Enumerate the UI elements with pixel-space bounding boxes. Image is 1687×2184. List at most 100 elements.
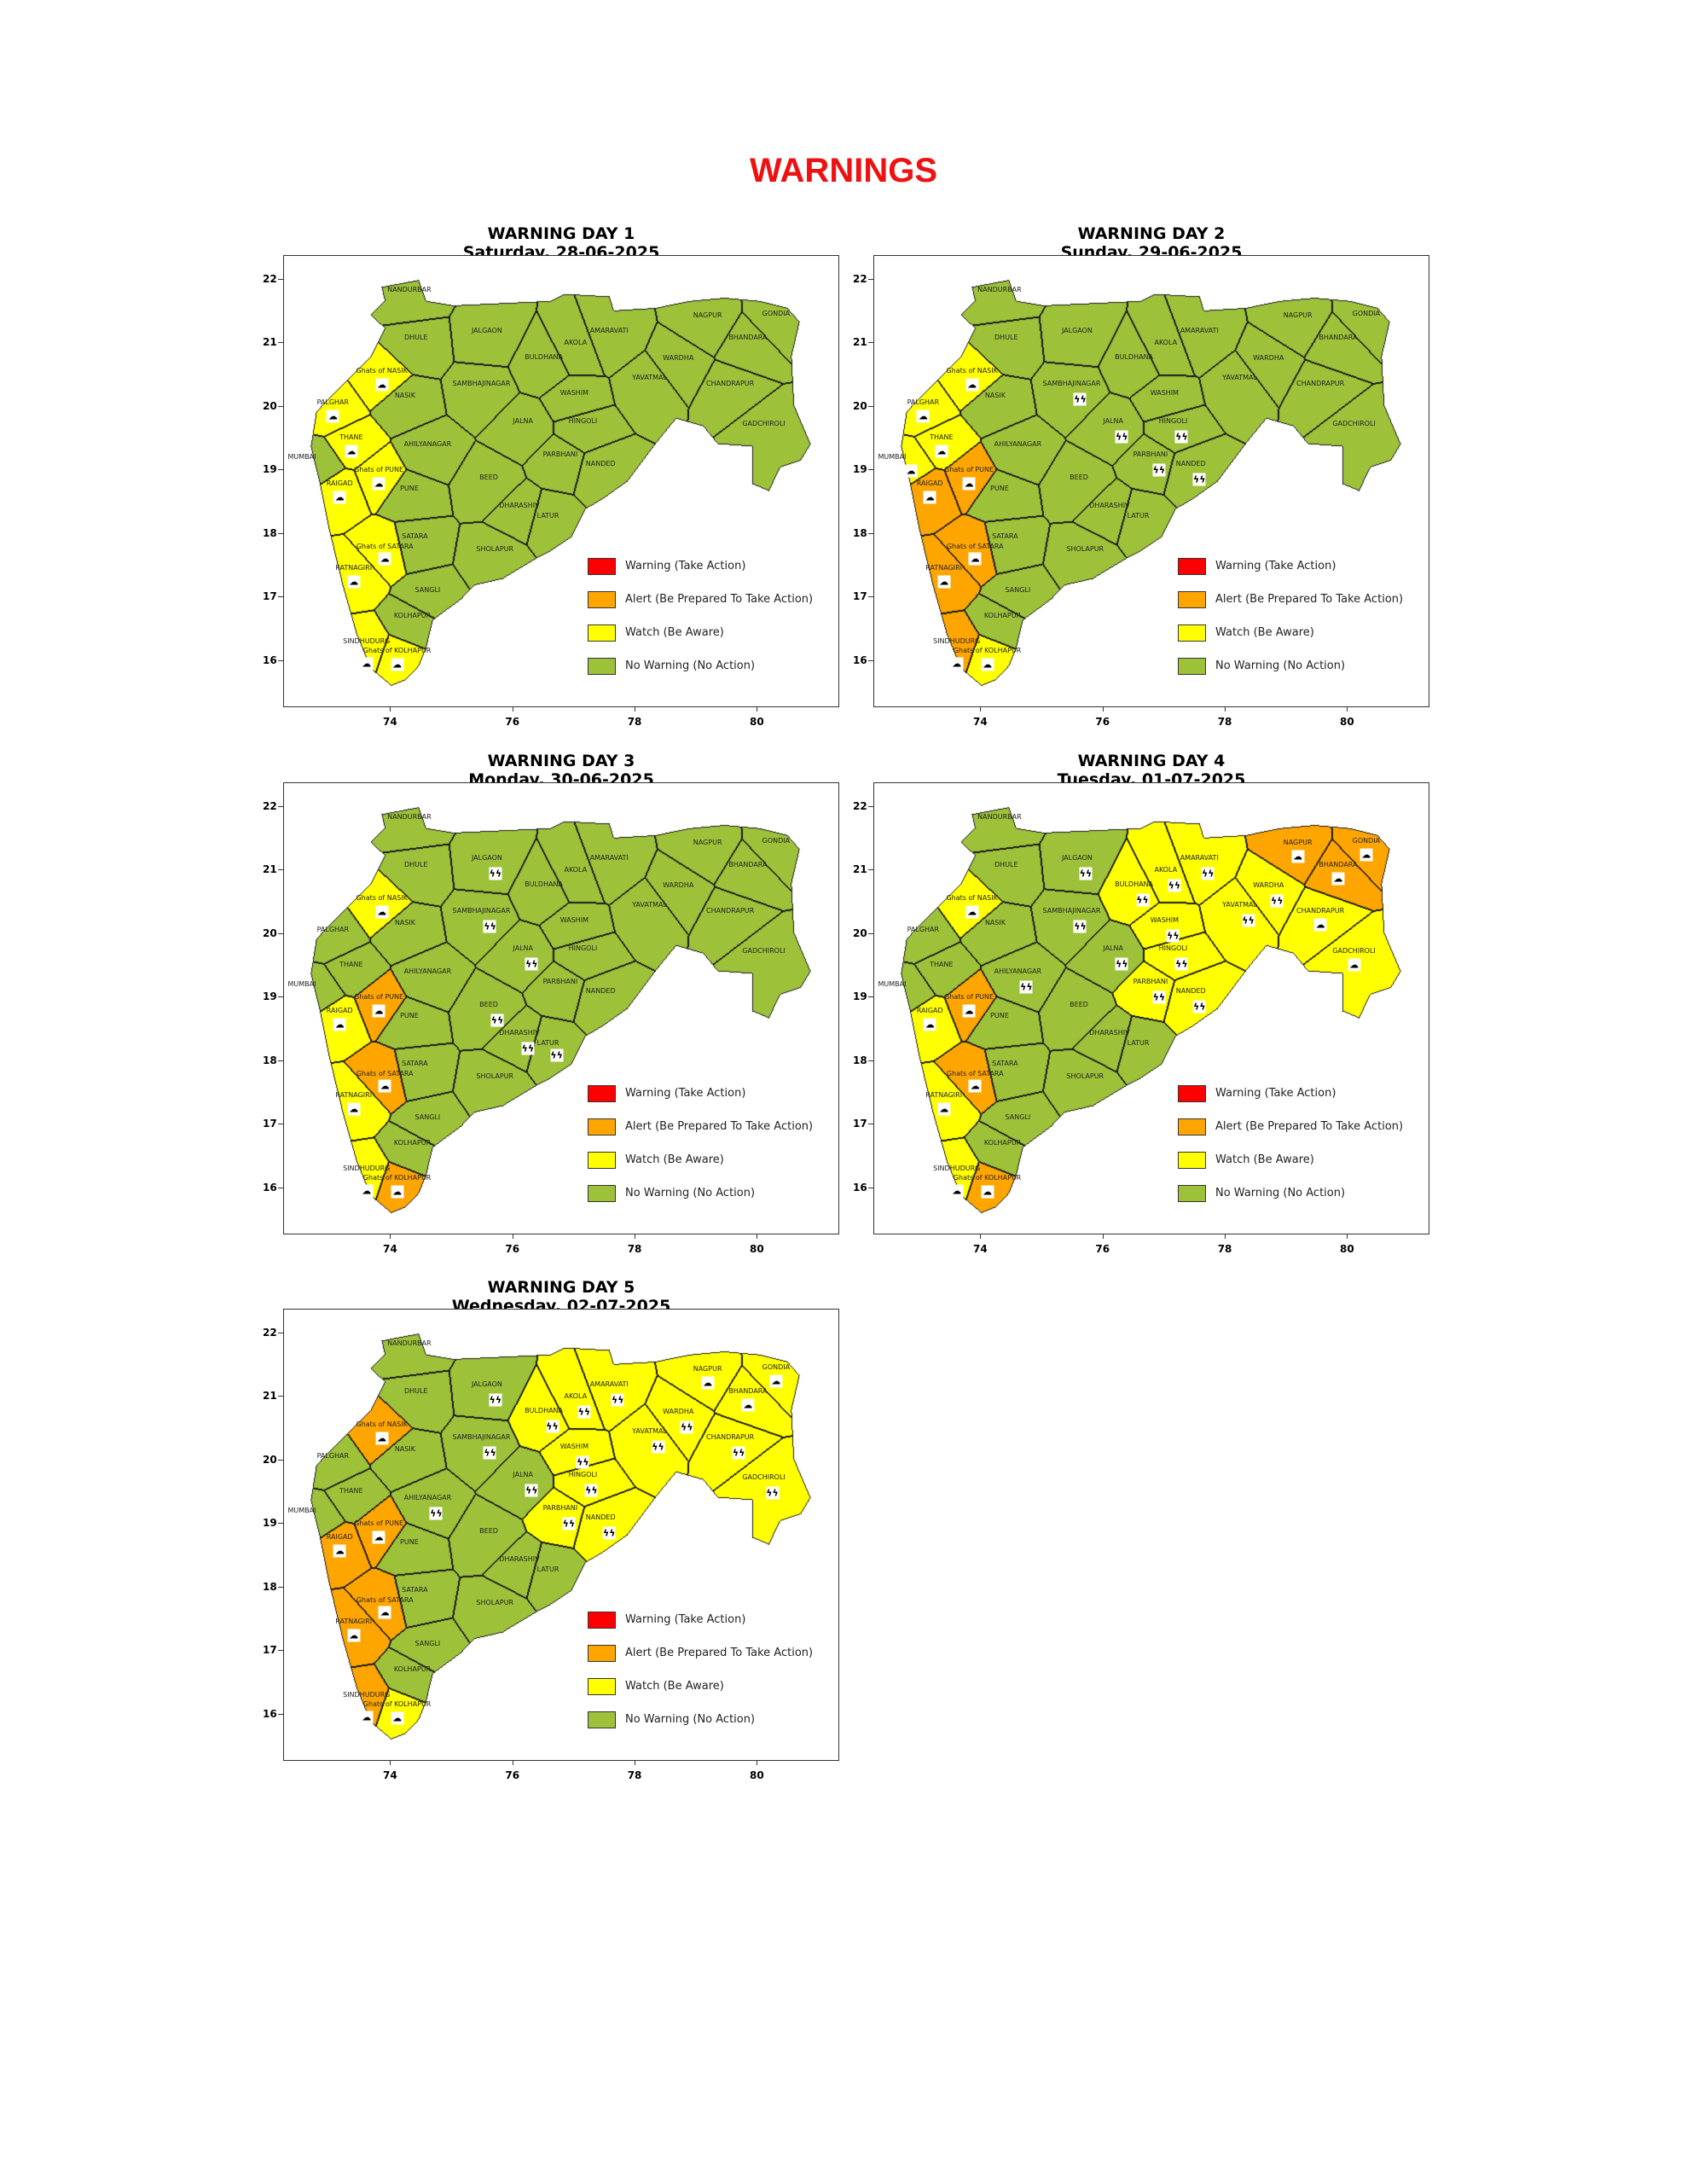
y-tick-label: 21 [853, 863, 867, 876]
district-label: PALGHAR [316, 926, 350, 934]
district-label: BEED [479, 1527, 498, 1536]
district-label: BULDHANA [525, 352, 564, 361]
thunderstorm-icon: ϟϟ [766, 1486, 780, 1500]
y-tick [278, 596, 283, 598]
district-label: NASIK [394, 1445, 415, 1454]
x-tick [1102, 706, 1104, 712]
district-label: JALNA [513, 417, 534, 426]
y-tick [868, 996, 873, 998]
rain-cloud-icon: ☁ [375, 1432, 389, 1445]
district-label: DHULE [994, 334, 1018, 342]
y-tick-label: 16 [853, 654, 867, 667]
y-tick [868, 469, 873, 471]
district-label: WASHIM [559, 1443, 589, 1451]
district-label: SATARA [992, 532, 1018, 541]
y-tick-label: 22 [263, 1326, 277, 1339]
district-label: JALGAON [471, 854, 502, 863]
thunderstorm-icon: ϟϟ [483, 1446, 496, 1460]
district-label: LATUR [536, 1039, 559, 1048]
y-tick [278, 1523, 283, 1525]
x-tick [980, 706, 982, 712]
thunderstorm-icon: ϟϟ [521, 1042, 535, 1055]
rain-cloud-icon: ☁ [326, 410, 339, 423]
district-label: BHANDARA [728, 1387, 768, 1396]
panel-title: WARNING DAY 3 [487, 752, 635, 770]
rain-cloud-icon: ☁ [345, 444, 358, 458]
district-label: KOLHAPUR [393, 612, 432, 620]
thunderstorm-icon: ϟϟ [732, 1446, 745, 1460]
legend-swatch [588, 1711, 616, 1728]
district-label: PUNE [990, 1012, 1009, 1020]
district-label: Ghats of NASIK [356, 367, 408, 375]
y-tick [278, 869, 283, 871]
district-label: BHANDARA [728, 334, 768, 342]
legend-swatch [588, 1185, 616, 1202]
y-tick-label: 18 [853, 526, 867, 539]
rain-cloud-icon: ☁ [950, 657, 964, 671]
legend-label: No Warning (No Action) [625, 1187, 756, 1199]
district-label: JALNA [1103, 417, 1124, 426]
district-label: GADCHIROLI [1332, 420, 1376, 428]
district-label: PARBHANI [542, 1503, 578, 1512]
thunderstorm-icon: ϟϟ [576, 1455, 589, 1469]
x-tick [1102, 1234, 1104, 1239]
district-label: NANDURBAR [387, 1339, 432, 1348]
x-tick-label: 80 [1340, 716, 1354, 728]
rain-cloud-icon: ☁ [962, 477, 976, 491]
district-label: AKOLA [564, 338, 588, 346]
rain-cloud-icon: ☁ [391, 658, 404, 671]
legend-swatch [1178, 1118, 1206, 1136]
thunderstorm-icon: ϟϟ [1168, 879, 1181, 892]
y-tick-label: 22 [263, 272, 277, 285]
x-tick [390, 706, 391, 712]
legend-label: Alert (Be Prepared To Take Action) [625, 1647, 814, 1659]
legend-swatch [588, 1645, 616, 1662]
district-label: NAGPUR [693, 1365, 722, 1374]
legend-swatch [1178, 1152, 1206, 1169]
district-label: BHANDARA [1319, 861, 1358, 869]
district-label: SANGLI [415, 1113, 441, 1122]
y-tick [868, 869, 873, 871]
district-label: MUMBAI [287, 979, 316, 988]
district-label: GONDIA [1352, 837, 1381, 845]
district-label: JALGAON [1061, 327, 1093, 335]
thunderstorm-icon: ϟϟ [1242, 914, 1255, 927]
district-label: NANDED [585, 987, 616, 996]
district-label: HINGOLI [1158, 944, 1188, 953]
panel-title: WARNING DAY 5 [487, 1278, 635, 1297]
legend-label: Watch (Be Aware) [1215, 626, 1314, 639]
legend-label: Alert (Be Prepared To Take Action) [625, 1120, 814, 1133]
x-tick-label: 76 [1095, 1243, 1110, 1255]
y-tick [278, 405, 283, 407]
rain-cloud-icon: ☁ [904, 464, 918, 478]
x-tick [390, 1760, 391, 1765]
y-tick [868, 596, 873, 598]
district-label: RAIGAD [326, 1007, 353, 1015]
thunderstorm-icon: ϟϟ [490, 1014, 504, 1027]
district-label: RATNAGIRI [335, 564, 373, 572]
x-tick-label: 80 [750, 1769, 764, 1781]
district-label: YAVATMAL [632, 901, 667, 909]
district-label: AKOLA [564, 865, 588, 874]
y-tick-label: 18 [263, 1580, 277, 1593]
district-label: CHANDRAPUR [1296, 907, 1345, 915]
legend-label: Watch (Be Aware) [625, 1680, 724, 1693]
district-label: CHANDRAPUR [706, 907, 755, 915]
district-label: SATARA [402, 1586, 428, 1594]
district-label: BULDHANA [525, 1406, 564, 1414]
map-frame: Warning (Take Action) Alert (Be Prepared … [873, 782, 1429, 1234]
district-label: AKOLA [564, 1391, 588, 1400]
district-label: PARBHANI [1133, 977, 1168, 985]
thunderstorm-icon: ϟϟ [562, 1517, 576, 1531]
thunderstorm-icon: ϟϟ [1136, 893, 1150, 907]
legend-label: No Warning (No Action) [1215, 659, 1346, 672]
y-tick [278, 469, 283, 471]
district-label: WASHIM [559, 389, 589, 398]
district-label: Ghats of PUNE [944, 992, 994, 1001]
district-label: BHANDARA [728, 861, 768, 869]
y-tick [868, 1060, 873, 1061]
thunderstorm-icon: ϟϟ [1152, 990, 1166, 1004]
y-tick [868, 660, 873, 662]
district-label: MUMBAI [878, 979, 907, 988]
rain-cloud-icon: ☁ [950, 1184, 964, 1198]
